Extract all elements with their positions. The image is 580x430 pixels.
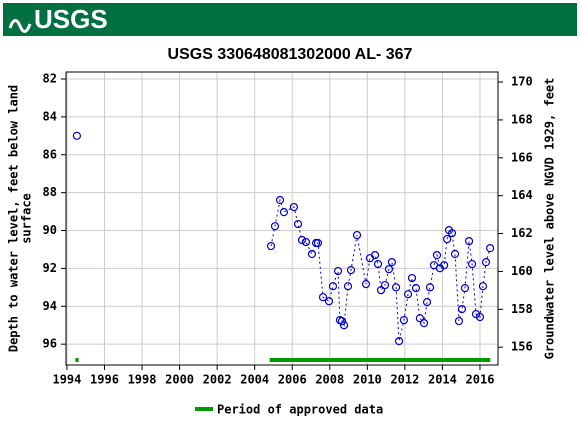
y-tick-label: 88 — [43, 185, 57, 199]
usgs-logo: USGS — [8, 4, 108, 34]
legend-label: Period of approved data — [217, 403, 383, 417]
plot-border — [65, 71, 499, 366]
data-point — [399, 316, 409, 325]
data-point — [324, 297, 334, 306]
data-point — [478, 282, 488, 291]
data-point — [411, 284, 421, 293]
data-point — [361, 280, 371, 289]
data-point — [301, 237, 311, 247]
data-point — [419, 319, 429, 328]
y2-tick-label: 164 — [511, 188, 533, 202]
x-tick-label: 1996 — [90, 373, 119, 387]
x-tick-label: 2014 — [428, 373, 457, 387]
y-tick-label: 84 — [43, 109, 57, 123]
x-tick-label: 2004 — [240, 373, 269, 387]
data-point — [328, 282, 338, 291]
data-point — [387, 258, 397, 267]
data-point — [72, 131, 81, 140]
data-point — [432, 251, 442, 260]
x-tick-label: 1998 — [128, 373, 157, 387]
y2-tick-label: 166 — [511, 150, 533, 164]
x-tick-label: 2016 — [466, 373, 495, 387]
data-point — [346, 266, 356, 275]
data-point — [450, 249, 460, 259]
data-point — [403, 290, 413, 299]
x-tick-label: 2006 — [278, 373, 307, 387]
data-point — [422, 298, 432, 307]
y-axis-label: Depth to water level, feet below land — [7, 85, 21, 352]
data-point — [440, 261, 449, 270]
approved-period — [269, 358, 491, 362]
y-tick-label: 86 — [43, 147, 57, 161]
y2-tick-label: 168 — [511, 112, 533, 126]
data-point — [289, 202, 299, 212]
data-point — [457, 305, 467, 314]
y2-tick-label: 170 — [511, 75, 533, 89]
y-tick-label: 96 — [43, 337, 57, 351]
x-tick-label: 2002 — [203, 373, 232, 387]
approved-period — [75, 358, 79, 362]
data-point — [460, 284, 470, 293]
logo-text: USGS — [34, 4, 108, 34]
data-point — [293, 219, 303, 229]
x-tick-label: 2010 — [353, 373, 382, 387]
data-point — [339, 321, 349, 330]
data-point — [415, 314, 424, 323]
data-point — [384, 265, 394, 274]
data-point — [279, 208, 289, 217]
data-point — [370, 251, 380, 260]
data-point — [380, 280, 390, 290]
data-point — [337, 316, 347, 326]
data-point — [486, 244, 495, 253]
data-point — [447, 229, 457, 238]
data-point — [407, 273, 417, 283]
x-tick-label: 2012 — [390, 373, 419, 387]
data-point — [318, 293, 328, 302]
y2-axis-label: Groundwater level above NGVD 1929, feet — [543, 78, 557, 360]
plot-frame — [65, 71, 499, 366]
y2-tick-label: 156 — [511, 340, 533, 354]
header-band — [3, 3, 577, 36]
data-point — [475, 312, 485, 322]
y-tick-label: 92 — [43, 261, 57, 275]
data-point — [467, 259, 477, 269]
data-point — [425, 283, 435, 292]
data-point — [313, 238, 323, 248]
data-point — [275, 195, 285, 205]
y2-tick-label: 158 — [511, 302, 533, 316]
y2-tick-label: 160 — [511, 264, 533, 278]
data-point — [352, 230, 362, 240]
x-tick-label: 2008 — [315, 373, 344, 387]
y-tick-label: 90 — [43, 223, 57, 237]
data-point — [307, 249, 317, 259]
y-tick-label: 82 — [43, 72, 57, 86]
y-axis-label: surface — [20, 193, 34, 244]
data-point — [297, 235, 307, 245]
data-point — [464, 237, 474, 246]
data-point — [391, 283, 401, 292]
data-point — [394, 337, 404, 346]
data-point — [454, 316, 464, 326]
x-tick-label: 1994 — [52, 373, 81, 387]
chart-title: USGS 330648081302000 AL- 367 — [168, 46, 413, 63]
data-point — [373, 259, 383, 269]
data-point — [333, 266, 343, 276]
y-tick-label: 94 — [43, 299, 57, 313]
x-tick-label: 2000 — [165, 373, 194, 387]
data-point — [376, 286, 386, 295]
y2-tick-label: 162 — [511, 226, 533, 240]
data-point — [481, 258, 491, 267]
data-point — [266, 241, 276, 251]
data-point — [343, 282, 353, 291]
data-point — [270, 222, 280, 231]
data-point — [443, 234, 452, 244]
